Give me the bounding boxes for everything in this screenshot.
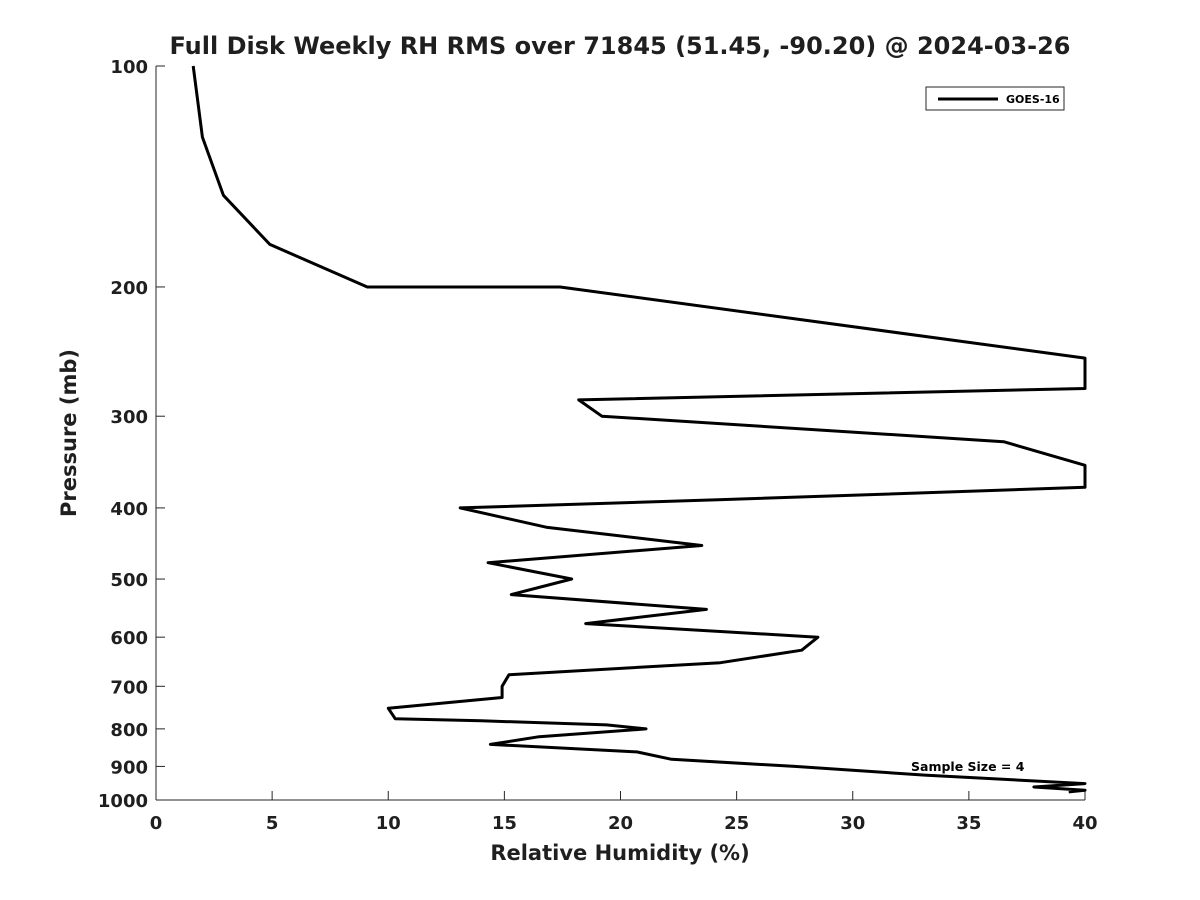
legend: GOES-16 (925, 86, 1065, 111)
x-tick-group: 0 5 10 15 20 25 30 35 40 (150, 791, 1098, 834)
sample-size-annotation: Sample Size = 4 (911, 759, 1025, 774)
x-tick-label: 30 (840, 813, 865, 834)
x-tick-label: 0 (150, 813, 163, 834)
y-tick-label: 1000 (98, 791, 148, 812)
y-tick-label: 700 (110, 677, 148, 698)
x-axis-label: Relative Humidity (%) (490, 841, 749, 865)
y-tick-label: 100 (110, 57, 148, 78)
series-line-goes-16 (191, 65, 1087, 794)
y-tick-label: 600 (110, 628, 148, 649)
y-axis-label: Pressure (mb) (57, 349, 81, 517)
y-tick-label: 400 (110, 499, 148, 520)
y-tick-label: 300 (110, 407, 148, 428)
y-tick-label: 900 (110, 757, 148, 778)
y-tick-label: 500 (110, 570, 148, 591)
legend-label-goes-16: GOES-16 (1006, 93, 1060, 106)
x-tick-label: 40 (1072, 813, 1097, 834)
x-tick-label: 5 (266, 813, 279, 834)
x-tick-label: 10 (376, 813, 401, 834)
y-tick-label: 200 (110, 278, 148, 299)
x-tick-label: 35 (956, 813, 981, 834)
x-tick-label: 15 (492, 813, 517, 834)
x-tick-label: 20 (608, 813, 633, 834)
chart-title: Full Disk Weekly RH RMS over 71845 (51.4… (169, 32, 1070, 60)
y-tick-label: 800 (110, 720, 148, 741)
y-tick-group: 100 200 300 400 500 600 700 800 900 1000 (98, 57, 165, 812)
x-tick-label: 25 (724, 813, 749, 834)
